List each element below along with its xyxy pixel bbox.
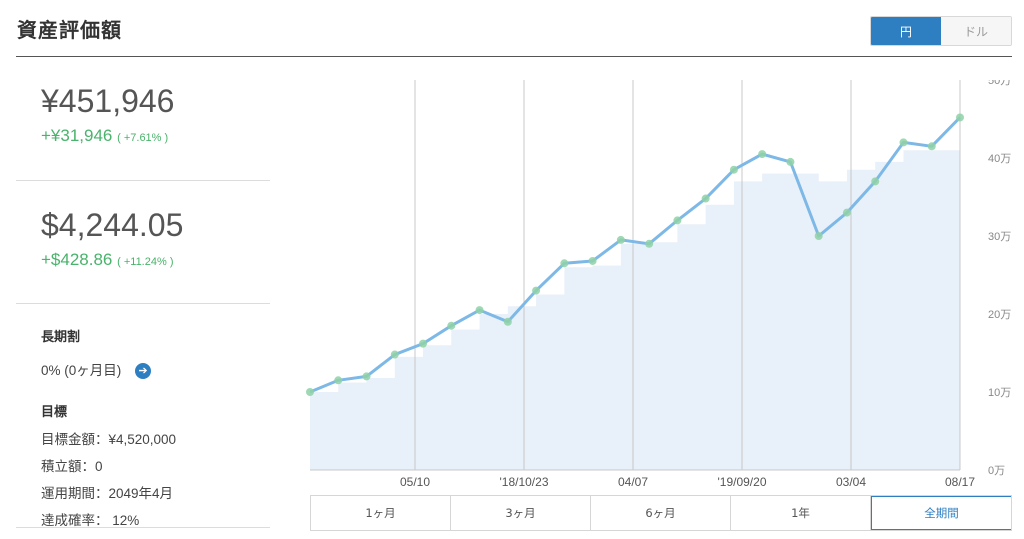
deposit-marker	[306, 388, 314, 396]
y-tick-label: 0万	[988, 465, 1005, 477]
deposit-marker	[616, 235, 625, 244]
deposit-marker	[475, 306, 484, 315]
yen-gain-amount: +¥31,946	[41, 126, 113, 145]
deposit-marker	[390, 350, 399, 359]
deposit-marker	[334, 376, 343, 385]
range-tab[interactable]: 3ヶ月	[451, 496, 591, 530]
deposit-marker	[362, 372, 371, 381]
deposit-marker	[786, 157, 795, 166]
x-tick-label: 04/07	[618, 475, 648, 489]
yen-summary: ¥451,946 +¥31,946 ( +7.61% )	[16, 57, 270, 181]
yen-gain: +¥31,946 ( +7.61% )	[41, 126, 270, 146]
deposit-marker	[701, 194, 710, 203]
x-tick-label: '19/09/20	[717, 475, 766, 489]
x-tick-label: '18/10/23	[499, 475, 548, 489]
goal-title: 目標	[41, 405, 68, 421]
y-tick-label: 50万	[988, 80, 1011, 87]
usd-gain-percent: ( +11.24% )	[117, 256, 174, 268]
range-tab[interactable]: 1年	[731, 496, 871, 530]
range-tabs[interactable]: 1ヶ月 3ヶ月 6ヶ月 1年 全期間	[310, 495, 1012, 531]
range-tab[interactable]: 1ヶ月	[311, 496, 451, 530]
usd-total-value: $4,244.05	[41, 207, 184, 243]
usd-gain: +$428.86 ( +11.24% )	[41, 250, 270, 270]
y-tick-label: 40万	[988, 153, 1011, 165]
goal-section: 目標 目標金額：¥4,520,000 積立額：0 運用期間：2049年4月 達成…	[16, 379, 270, 529]
goal-period: 運用期間：2049年4月	[41, 486, 174, 502]
deposit-marker	[447, 321, 456, 330]
deposit-marker	[503, 317, 512, 326]
asset-chart-svg[interactable]: 0万 10万 20万 30万 40万 50万 05/10 '18/10/23 04/07 '19/…	[300, 75, 1024, 500]
deposit-marker	[588, 256, 597, 265]
range-tab[interactable]: 6ヶ月	[591, 496, 731, 530]
deposit-marker	[419, 339, 428, 348]
deposit-marker	[814, 232, 823, 240]
deposit-marker	[899, 138, 908, 147]
y-tick-label: 30万	[988, 231, 1011, 243]
deposit-marker	[758, 150, 767, 159]
panel-bottom-divider	[16, 527, 270, 528]
usd-gain-amount: +$428.86	[41, 250, 113, 269]
deposit-marker	[645, 239, 654, 248]
deposit-marker	[871, 177, 880, 186]
yen-total-value: ¥451,946	[41, 83, 175, 119]
goal-deposit: 積立額：0	[41, 459, 103, 475]
deposit-marker	[927, 142, 936, 151]
page-title: 資産評価額	[17, 18, 122, 42]
long-term-section: 長期割 0% (0ヶ月目) ➔	[16, 304, 270, 380]
x-tick-label: 05/10	[400, 475, 430, 489]
goal-target-amount: 目標金額：¥4,520,000	[41, 432, 177, 448]
x-tick-label: 03/04	[836, 475, 866, 489]
deposit-marker	[673, 216, 682, 225]
currency-dollar-button[interactable]: ドル	[941, 17, 1011, 45]
yen-gain-percent: ( +7.61% )	[117, 132, 169, 144]
deposit-marker	[729, 165, 738, 174]
range-tab-selected[interactable]: 全期間	[871, 496, 1011, 530]
y-tick-label: 20万	[988, 309, 1011, 321]
value-series-line	[309, 116, 962, 394]
arrow-right-icon[interactable]: ➔	[135, 363, 152, 380]
y-tick-label: 10万	[988, 387, 1011, 399]
deposit-marker	[532, 286, 541, 295]
deposit-marker	[956, 113, 964, 122]
deposit-marker	[842, 208, 851, 217]
currency-toggle[interactable]: 円 ドル	[870, 16, 1012, 46]
summary-panel: ¥451,946 +¥31,946 ( +7.61% ) $4,244.05 +…	[16, 57, 270, 529]
long-term-title: 長期割	[41, 330, 81, 345]
deposit-marker	[560, 259, 569, 268]
header-divider	[16, 56, 1012, 57]
x-tick-label: 08/17	[945, 475, 975, 489]
long-term-value-row: 0% (0ヶ月目) ➔	[41, 359, 270, 380]
usd-summary: $4,244.05 +$428.86 ( +11.24% )	[16, 181, 270, 304]
goal-achievement: 達成確率： 12%	[41, 513, 140, 529]
currency-yen-button[interactable]: 円	[871, 17, 941, 45]
long-term-value: 0% (0ヶ月目)	[41, 363, 122, 378]
asset-chart[interactable]: 0万 10万 20万 30万 40万 50万 05/10 '18/10/23 04/07 '19/…	[300, 75, 1024, 500]
invested-area	[310, 142, 960, 470]
